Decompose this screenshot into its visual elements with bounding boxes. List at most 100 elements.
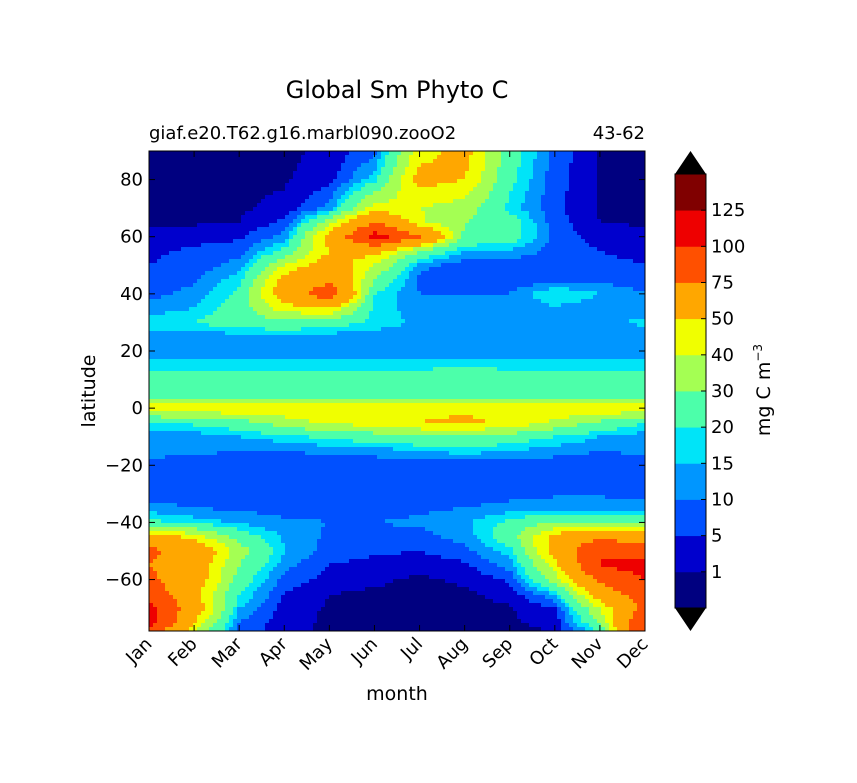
contour-cell <box>149 291 154 296</box>
contour-cell <box>465 163 470 168</box>
contour-cell <box>425 283 430 288</box>
contour-cell <box>577 231 582 236</box>
contour-cell <box>265 263 270 268</box>
contour-cell <box>405 259 410 264</box>
contour-cell <box>157 215 162 220</box>
contour-cell <box>357 291 362 296</box>
contour-cell <box>293 243 298 248</box>
contour-cell <box>321 191 326 196</box>
contour-cell <box>229 263 234 268</box>
contour-cell <box>325 151 330 156</box>
contour-cell <box>449 287 454 292</box>
contour-cell <box>621 155 626 160</box>
contour-cell <box>481 255 486 260</box>
contour-cell <box>397 155 402 160</box>
contour-cell <box>321 211 326 216</box>
contour-cell <box>209 235 214 240</box>
contour-cell <box>157 235 162 240</box>
contour-cell <box>365 171 370 176</box>
contour-cell <box>165 307 170 312</box>
contour-cell <box>441 307 446 312</box>
contour-cell <box>357 191 362 196</box>
contour-cell <box>429 231 434 236</box>
contour-cell <box>445 159 450 164</box>
contour-cell <box>193 267 198 272</box>
contour-cell <box>265 287 270 292</box>
contour-cell <box>541 255 546 260</box>
contour-cell <box>301 247 306 252</box>
contour-cell <box>525 151 530 156</box>
contour-cell <box>173 183 178 188</box>
contour-cell <box>225 231 230 236</box>
contour-cell <box>281 199 286 204</box>
contour-cell <box>521 215 526 220</box>
contour-cell <box>637 235 642 240</box>
contour-cell <box>537 279 542 284</box>
contour-cell <box>385 151 390 156</box>
contour-cell <box>285 243 290 248</box>
contour-cell <box>525 303 530 308</box>
contour-cell <box>405 235 410 240</box>
contour-cell <box>505 163 510 168</box>
contour-cell <box>537 159 542 164</box>
contour-cell <box>233 231 238 236</box>
contour-cell <box>373 167 378 172</box>
contour-cell <box>549 287 554 292</box>
contour-cell <box>357 287 362 292</box>
contour-cell <box>469 171 474 176</box>
contour-cell <box>209 171 214 176</box>
contour-cell <box>373 283 378 288</box>
contour-cell <box>505 287 510 292</box>
contour-cell <box>485 271 490 276</box>
contour-cell <box>601 191 606 196</box>
contour-cell <box>453 243 458 248</box>
contour-cell <box>289 191 294 196</box>
contour-cell <box>381 191 386 196</box>
contour-cell <box>481 283 486 288</box>
contour-cell <box>313 279 318 284</box>
contour-cell <box>293 299 298 304</box>
contour-cell <box>445 219 450 224</box>
contour-cell <box>337 199 342 204</box>
contour-cell <box>313 307 318 312</box>
contour-cell <box>437 191 442 196</box>
contour-cell <box>313 255 318 260</box>
contour-cell <box>557 243 562 248</box>
contour-cell <box>373 287 378 292</box>
contour-cell <box>613 155 618 160</box>
contour-cell <box>609 151 614 156</box>
contour-cell <box>609 263 614 268</box>
contour-cell <box>469 279 474 284</box>
contour-cell <box>201 263 206 268</box>
contour-cell <box>597 171 602 176</box>
contour-cell <box>201 299 206 304</box>
contour-cell <box>325 247 330 252</box>
contour-cell <box>277 207 282 212</box>
contour-cell <box>301 211 306 216</box>
contour-cell <box>589 259 594 264</box>
contour-cell <box>577 175 582 180</box>
contour-cell <box>641 279 645 284</box>
contour-cell <box>321 291 326 296</box>
contour-cell <box>297 251 302 256</box>
contour-cell <box>413 239 418 244</box>
contour-cell <box>269 239 274 244</box>
contour-cell <box>585 227 590 232</box>
contour-cell <box>597 155 602 160</box>
contour-cell <box>505 223 510 228</box>
contour-cell <box>301 259 306 264</box>
contour-cell <box>457 275 462 280</box>
contour-cell <box>285 283 290 288</box>
contour-cell <box>181 155 186 160</box>
contour-cell <box>633 275 638 280</box>
contour-cell <box>589 171 594 176</box>
contour-cell <box>401 159 406 164</box>
contour-cell <box>609 195 614 200</box>
contour-cell <box>521 219 526 224</box>
contour-cell <box>337 235 342 240</box>
contour-cell <box>173 299 178 304</box>
contour-cell <box>285 203 290 208</box>
contour-cell <box>549 195 554 200</box>
contour-cell <box>245 275 250 280</box>
contour-cell <box>309 243 314 248</box>
